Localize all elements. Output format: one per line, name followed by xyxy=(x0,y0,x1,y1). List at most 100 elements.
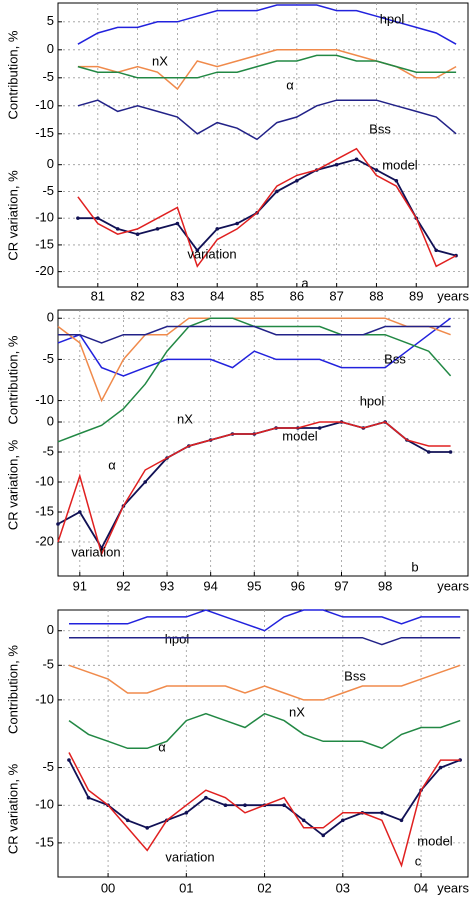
series-marker xyxy=(374,168,379,172)
y-tick-label: -5 xyxy=(42,759,54,774)
series-marker xyxy=(321,833,326,838)
panel-label: c xyxy=(415,853,422,868)
series-marker xyxy=(223,803,228,808)
series-label: hpol xyxy=(360,393,385,408)
x-tick-label: 02 xyxy=(257,880,271,895)
y-tick-label: -10 xyxy=(35,392,54,407)
series-marker xyxy=(215,227,220,231)
series-label: Bss xyxy=(344,668,366,683)
panel-label: b xyxy=(411,559,418,574)
x-tick-label: 87 xyxy=(329,288,343,303)
series-line xyxy=(69,609,461,632)
y-tick-label: -15 xyxy=(35,503,54,518)
series-label: model xyxy=(282,428,318,443)
x-tick-label: 82 xyxy=(130,288,144,303)
series-marker xyxy=(56,522,60,526)
series-label: hpol xyxy=(380,11,405,26)
series-marker xyxy=(184,810,189,815)
y-tick-label: -5 xyxy=(42,657,54,672)
series-line xyxy=(68,712,461,750)
plot-frame xyxy=(57,2,469,288)
x-axis-label: years xyxy=(437,578,469,593)
series-marker xyxy=(426,450,431,454)
series-marker xyxy=(394,178,399,183)
x-tick-label: 04 xyxy=(414,880,428,895)
series-marker xyxy=(282,803,286,808)
series-marker xyxy=(204,795,208,800)
y-tick-label: 0 xyxy=(47,413,54,428)
panel-label: a xyxy=(301,275,309,290)
y-tick-label: -15 xyxy=(35,236,54,251)
series-marker xyxy=(317,426,322,430)
series-label: Bss xyxy=(384,351,406,366)
y-axis-label: CR variation, % xyxy=(5,170,20,261)
series-label: variation xyxy=(71,544,120,559)
series-marker xyxy=(143,480,148,484)
series-marker xyxy=(195,248,200,253)
y-tick-label: -10 xyxy=(35,97,54,112)
y-tick-label: -20 xyxy=(35,533,54,548)
y-tick-label: -15 xyxy=(35,834,54,849)
x-tick-label: 98 xyxy=(378,578,392,593)
y-tick-label: -15 xyxy=(35,125,54,140)
x-tick-label: 88 xyxy=(369,288,383,303)
series-marker xyxy=(354,157,359,162)
x-tick-label: 97 xyxy=(334,578,348,593)
x-tick-label: 86 xyxy=(290,288,304,303)
series-marker xyxy=(86,795,91,800)
series-label: nX xyxy=(152,53,168,68)
y-tick-label: -10 xyxy=(35,210,54,225)
series-line xyxy=(69,636,461,646)
series-line xyxy=(77,158,457,257)
x-tick-label: 94 xyxy=(203,578,217,593)
series-label: variation xyxy=(165,849,214,864)
series-label: hpol xyxy=(165,631,190,646)
y-tick-label: -5 xyxy=(42,351,54,366)
y-tick-label: -10 xyxy=(35,473,54,488)
series-marker xyxy=(341,818,345,823)
y-axis-label: Contribution, % xyxy=(5,30,20,119)
x-tick-label: 96 xyxy=(291,578,305,593)
series-marker xyxy=(295,178,299,183)
y-axis-label: Contribution, % xyxy=(5,335,20,424)
series-line xyxy=(57,317,451,403)
y-tick-label: -10 xyxy=(35,797,54,812)
x-axis-label: years xyxy=(437,880,469,895)
plot-frame xyxy=(57,309,469,577)
x-tick-label: 85 xyxy=(250,288,264,303)
y-tick-label: 0 xyxy=(47,156,54,171)
series-marker xyxy=(438,765,443,770)
series-line xyxy=(77,4,457,45)
series-label: nX xyxy=(177,411,193,426)
y-axis-label: CR variation, % xyxy=(5,439,20,530)
series-line xyxy=(77,147,457,268)
series-marker xyxy=(275,189,279,194)
series-line xyxy=(57,421,451,557)
plot-frame xyxy=(57,609,469,878)
series-marker xyxy=(125,818,130,823)
series-marker xyxy=(301,818,306,823)
series-marker xyxy=(76,216,80,220)
x-tick-label: 93 xyxy=(160,578,174,593)
series-marker xyxy=(243,803,247,808)
x-tick-label: 01 xyxy=(179,880,193,895)
x-tick-label: 03 xyxy=(336,880,350,895)
series-marker xyxy=(115,227,120,231)
series-marker xyxy=(145,826,149,830)
y-tick-label: 5 xyxy=(47,13,54,28)
series-line xyxy=(58,325,451,344)
x-tick-label: 81 xyxy=(91,288,105,303)
y-tick-label: -10 xyxy=(35,691,54,706)
x-axis-label: years xyxy=(437,288,469,303)
y-tick-label: -5 xyxy=(42,443,54,458)
y-tick-label: -5 xyxy=(42,183,54,198)
series-label: Bss xyxy=(369,121,391,136)
y-tick-label: -20 xyxy=(35,263,54,278)
x-tick-label: 95 xyxy=(247,578,261,593)
y-tick-label: 0 xyxy=(47,310,54,325)
series-label: variation xyxy=(187,246,236,261)
y-tick-label: 0 xyxy=(47,41,54,56)
series-label: nX xyxy=(289,704,305,719)
x-tick-label: 92 xyxy=(116,578,130,593)
